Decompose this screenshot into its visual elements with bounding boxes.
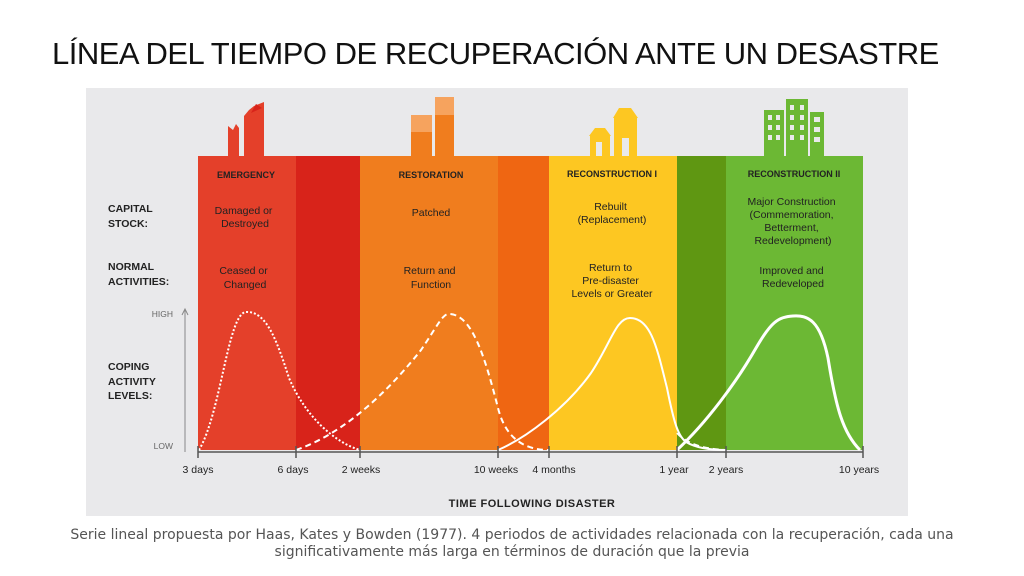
reconstruction2-activities-text: Improved and Redeveloped (759, 265, 826, 290)
y-axis-high-label: HIGH (152, 309, 173, 319)
slide-caption: Serie lineal propuesta por Haas, Kates y… (40, 527, 984, 561)
row-label-capital-stock: CAPITAL STOCK: (108, 203, 155, 230)
emergency-activities-text: Ceased or Changed (219, 265, 270, 291)
recovery-timeline-diagram: EMERGENCY RESTORATION RECONSTRUCTION I R… (108, 97, 879, 510)
reconstruction2-curve (675, 314, 862, 452)
x-axis-title: TIME FOLLOWING DISASTER (449, 498, 616, 510)
reconstruction1-activities-text: Return to Pre-disaster Levels or Greater (571, 262, 653, 300)
tick-label: 4 months (532, 464, 575, 476)
tick-label: 1 year (659, 464, 689, 476)
reconstruction1-band (549, 156, 677, 450)
emergency-curve (198, 310, 361, 451)
restoration-curve (295, 312, 550, 451)
tick-label: 2 years (709, 464, 743, 476)
building-windows (768, 105, 820, 142)
tick-label: 10 years (839, 464, 879, 476)
row-label-normal-activities: NORMAL ACTIVITIES: (108, 261, 169, 288)
x-axis-ticks (197, 446, 864, 458)
emergency-band (198, 156, 296, 450)
reconstruction1-capital-text: Rebuilt (Replacement) (578, 201, 647, 226)
patched-building-icon (411, 97, 454, 156)
phase-header-reconstruction-2: RECONSTRUCTION II (748, 169, 841, 179)
tick-label: 3 days (183, 464, 214, 476)
phase-header-restoration: RESTORATION (399, 170, 464, 180)
rebuilt-houses-icon (589, 108, 638, 156)
y-axis-low-label: LOW (154, 441, 173, 451)
phase-header-emergency: EMERGENCY (217, 170, 275, 180)
emergency-overlap-band (296, 156, 360, 450)
y-axis-arrow (181, 307, 189, 316)
restoration-capital-text: Patched (412, 207, 451, 219)
restoration-activities-text: Return and Function (404, 265, 459, 291)
tick-label: 6 days (278, 464, 309, 476)
caption-line-1: Serie lineal propuesta por Haas, Kates y… (70, 527, 954, 543)
emergency-capital-text: Damaged or Destroyed (215, 205, 276, 230)
phase-header-reconstruction-1: RECONSTRUCTION I (567, 169, 657, 179)
timeline-panel: EMERGENCY RESTORATION RECONSTRUCTION I R… (86, 88, 908, 516)
new-buildings-icon (764, 99, 824, 156)
reconstruction2-band (726, 156, 863, 450)
reconstruction-overlap-band (677, 156, 726, 450)
reconstruction1-tail-curve (676, 432, 727, 451)
damaged-building-icon (228, 102, 264, 156)
caption-line-2: significativamente más larga en términos… (274, 544, 750, 560)
tick-label: 2 weeks (342, 464, 381, 476)
slide-title: LÍNEA DEL TIEMPO DE RECUPERACIÓN ANTE UN… (52, 36, 939, 71)
reconstruction2-capital-text: Major Construction (Commemoration, Bette… (747, 196, 838, 247)
restoration-band (360, 156, 498, 450)
tick-label: 10 weeks (474, 464, 518, 476)
row-label-coping-activity-levels: COPING ACTIVITY LEVELS: (108, 361, 159, 402)
restoration-overlap-band (498, 156, 549, 450)
